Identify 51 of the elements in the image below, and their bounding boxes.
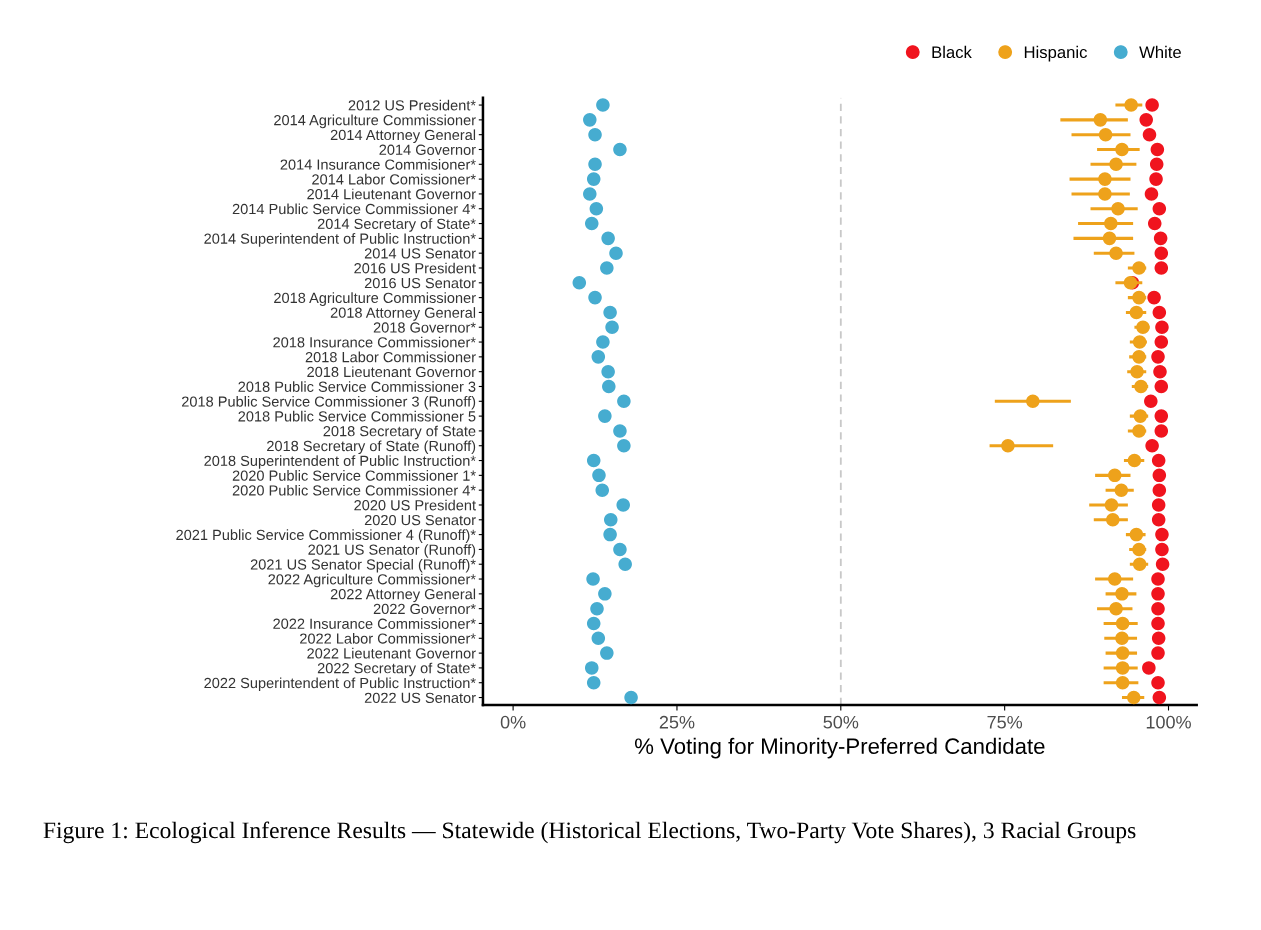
y-tick-label: 2020 Public Service Commissioner 1*	[232, 470, 476, 481]
y-tick-label: 2022 Superintendent of Public Instruction*	[204, 677, 476, 692]
y-tick-label: 2014 Labor Comissioner*	[312, 173, 476, 185]
caption: Figure 1: Ecological Inference Results — Statewide (Historical Elections, Two-Party Vote Shares), 3 Racial Groups	[43, 821, 1136, 844]
x-tick-label: 50%	[823, 715, 859, 729]
y-tick-label: 2014 Agriculture Commissioner	[274, 114, 476, 129]
y-tick-label: 2022 US Senator	[364, 692, 476, 703]
x-axis-title: % Voting for Minority-Preferred Candidate	[634, 737, 1045, 759]
y-tick-label: 2022 Lieutenant Governor	[307, 647, 476, 659]
y-tick-label: 2021 US Senator Special (Runoff)*	[250, 558, 476, 573]
y-tick-label: 2018 Public Service Commissioner 5	[238, 410, 476, 422]
legend-label: White	[1139, 45, 1181, 59]
y-tick-label: 2014 Lieutenant Governor	[307, 188, 476, 200]
y-tick-label: 2021 US Senator (Runoff)	[308, 544, 476, 558]
y-tick-label: 2018 Superintendent of Public Instruction*	[204, 455, 476, 469]
y-tick-label: 2016 US President	[354, 262, 476, 274]
y-tick-label: 2021 Public Service Commissioner 4 (Runoff)*	[176, 529, 476, 543]
x-tick-label: 0%	[500, 715, 526, 729]
y-tick-label: 2022 Governor*	[373, 603, 476, 615]
y-tick-label: 2022 Agriculture Commissioner*	[268, 573, 476, 588]
y-tick-label: 2018 Secretary of State (Runoff)	[267, 440, 476, 455]
y-tick-label: 2014 Insurance Commisioner*	[280, 159, 476, 170]
y-tick-label: 2018 Agriculture Commissioner	[274, 292, 476, 306]
y-tick-label: 2018 Public Service Commissioner 3 (Runoff)	[182, 396, 476, 410]
legend-label: Black	[932, 45, 972, 59]
y-tick-label: 2022 Secretary of State*	[317, 662, 476, 677]
x-tick-label: 75%	[987, 715, 1023, 729]
y-tick-label: 2018 Governor*	[373, 322, 476, 333]
y-tick-label: 2018 Insurance Commissioner*	[273, 336, 476, 348]
y-tick-label: 2020 US President	[354, 499, 476, 511]
y-tick-label: 2022 Attorney General	[330, 588, 476, 603]
legend-label: Hispanic	[1024, 45, 1087, 62]
y-tick-label: 2014 Attorney General	[330, 129, 476, 143]
y-tick-label: 2018 Labor Commissioner	[305, 351, 476, 363]
y-tick-label: 2022 Labor Commissioner*	[300, 633, 476, 644]
y-tick-label: 2020 US Senator	[364, 514, 476, 526]
y-tick-label: 2014 US Senator	[364, 248, 476, 259]
y-tick-label: 2020 Public Service Commissioner 4*	[232, 484, 476, 496]
y-tick-label: 2014 Governor	[379, 144, 476, 155]
y-tick-label: 2016 US Senator	[364, 277, 476, 289]
y-tick-label: 2018 Attorney General	[330, 307, 476, 321]
y-tick-label: 2018 Lieutenant Governor	[307, 366, 476, 378]
y-tick-label: 2014 Secretary of State*	[317, 218, 476, 232]
y-tick-label: 2018 Secretary of State	[323, 425, 476, 440]
y-tick-label: 2018 Public Service Commissioner 3	[238, 381, 476, 392]
y-tick-label: 2014 Public Service Commissioner 4*	[232, 203, 476, 215]
x-tick-label: 25%	[659, 715, 695, 729]
x-tick-label: 100%	[1146, 715, 1191, 729]
y-tick-label: 2012 US President*	[348, 99, 476, 111]
y-tick-label: 2022 Insurance Commissioner*	[273, 618, 476, 629]
y-tick-label: 2014 Superintendent of Public Instruction*	[204, 233, 476, 247]
